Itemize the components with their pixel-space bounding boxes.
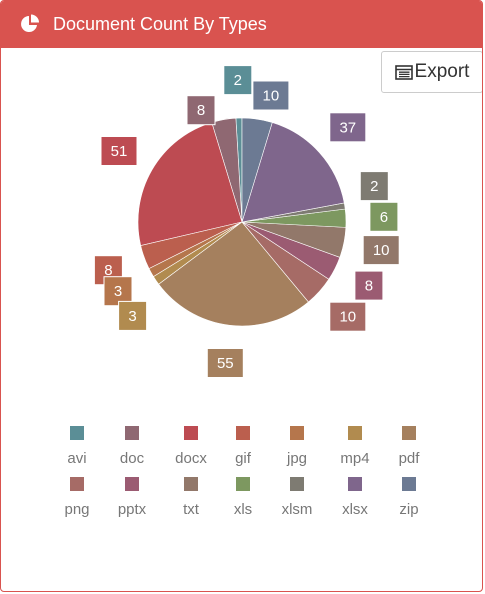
pie-label-value: 2 bbox=[370, 178, 378, 195]
legend-swatch bbox=[402, 426, 416, 440]
table-list-icon bbox=[394, 64, 413, 80]
legend-item-pptx[interactable]: pptx bbox=[118, 477, 147, 518]
legend-swatch bbox=[402, 477, 416, 491]
legend-item-xlsm[interactable]: xlsm bbox=[282, 477, 313, 518]
pie-label-value: 55 bbox=[217, 355, 234, 372]
pie-label-value: 6 bbox=[380, 209, 388, 226]
legend-label: pptx bbox=[118, 501, 147, 518]
legend-swatch bbox=[290, 426, 304, 440]
pie-label-box bbox=[369, 201, 399, 232]
pie-slice-pdf[interactable] bbox=[158, 221, 309, 327]
pie-chart-icon bbox=[21, 14, 39, 32]
legend-swatch bbox=[236, 426, 250, 440]
legend-item-mp4[interactable]: mp4 bbox=[340, 426, 370, 467]
pie-slices bbox=[137, 117, 347, 327]
pie-label-value: 3 bbox=[128, 308, 136, 325]
legend-label: gif bbox=[235, 450, 252, 467]
legend-label: docx bbox=[175, 450, 207, 467]
legend-label: png bbox=[64, 501, 89, 518]
pie-label-box bbox=[206, 348, 244, 378]
panel-title: Document Count By Types bbox=[53, 14, 267, 34]
pie-label-value: 10 bbox=[339, 309, 356, 326]
pie-label-value: 37 bbox=[339, 119, 356, 136]
legend-item-gif[interactable]: gif bbox=[235, 426, 252, 467]
chart-legend: avi doc docx gif jpg mp4 pdf png pptx txt xls xlsm x… bbox=[64, 426, 420, 518]
panel-header: Document Count By Types bbox=[1, 1, 482, 48]
pie-label-box bbox=[354, 270, 384, 301]
legend-swatch bbox=[70, 426, 84, 440]
pie-label-box bbox=[359, 171, 389, 202]
legend-swatch bbox=[184, 426, 198, 440]
pie-label-pptx: 8 bbox=[354, 270, 384, 301]
legend-label: mp4 bbox=[340, 450, 369, 467]
pie-label-box bbox=[100, 136, 138, 166]
pie-label-value: 8 bbox=[197, 102, 205, 119]
pie-label-value: 8 bbox=[104, 262, 112, 279]
pie-label-box bbox=[252, 80, 290, 111]
export-label: Export bbox=[414, 61, 470, 82]
legend-item-png[interactable]: png bbox=[64, 477, 90, 518]
pie-label-xlsx: 37 bbox=[329, 112, 367, 143]
pie-label-box bbox=[186, 95, 216, 126]
legend-item-jpg[interactable]: jpg bbox=[286, 426, 307, 467]
pie-label-box bbox=[103, 276, 133, 307]
pie-label-doc: 8 bbox=[186, 95, 216, 126]
pie-label-value: 3 bbox=[114, 283, 122, 300]
legend-label: pdf bbox=[399, 450, 421, 467]
pie-label-xlsm: 2 bbox=[359, 171, 389, 202]
legend-swatch bbox=[184, 477, 198, 491]
pie-label-avi: 2 bbox=[223, 65, 253, 96]
legend-label: xlsm bbox=[282, 501, 313, 518]
pie-label-box bbox=[362, 235, 400, 266]
legend-swatch bbox=[125, 426, 139, 440]
legend-label: txt bbox=[183, 501, 200, 518]
legend-item-pdf[interactable]: pdf bbox=[399, 426, 421, 467]
legend-item-xls[interactable]: xls bbox=[234, 477, 252, 518]
pie-label-jpg: 3 bbox=[103, 276, 133, 307]
pie-label-box bbox=[118, 300, 148, 331]
pie-label-xls: 6 bbox=[369, 201, 399, 232]
pie-label-value: 2 bbox=[234, 72, 242, 89]
pie-label-box bbox=[223, 65, 253, 96]
legend-swatch bbox=[290, 477, 304, 491]
export-button[interactable]: Export bbox=[381, 51, 482, 93]
legend-label: jpg bbox=[286, 450, 307, 467]
legend-swatch bbox=[70, 477, 84, 491]
pie-label-zip: 10 bbox=[252, 80, 290, 111]
pie-label-docx: 51 bbox=[100, 136, 138, 166]
legend-swatch bbox=[348, 477, 362, 491]
legend-swatch bbox=[348, 426, 362, 440]
pie-slice-docx[interactable] bbox=[137, 122, 243, 246]
legend-item-xlsx[interactable]: xlsx bbox=[342, 477, 368, 518]
legend-item-txt[interactable]: txt bbox=[183, 477, 200, 518]
legend-item-avi[interactable]: avi bbox=[67, 426, 87, 467]
pie-label-mp4: 3 bbox=[118, 300, 148, 331]
pie-slice-xlsx[interactable] bbox=[241, 122, 345, 223]
pie-label-box bbox=[329, 301, 367, 332]
pie-label-png: 10 bbox=[329, 301, 367, 332]
legend-label: zip bbox=[399, 501, 418, 518]
legend-swatch bbox=[236, 477, 250, 491]
pie-label-value: 10 bbox=[263, 88, 280, 105]
pie-label-value: 10 bbox=[373, 242, 390, 259]
legend-label: xls bbox=[234, 501, 252, 518]
pie-label-value: 8 bbox=[365, 278, 373, 295]
pie-label-value: 51 bbox=[111, 143, 128, 160]
legend-swatch bbox=[125, 477, 139, 491]
legend-item-zip[interactable]: zip bbox=[399, 477, 419, 518]
legend-label: avi bbox=[67, 450, 86, 467]
pie-label-box bbox=[329, 112, 367, 143]
pie-slice-zip[interactable] bbox=[241, 117, 273, 223]
legend-label: xlsx bbox=[342, 501, 368, 518]
pie-label-txt: 10 bbox=[362, 235, 400, 266]
pie-label-pdf: 55 bbox=[206, 348, 244, 378]
legend-label: doc bbox=[120, 450, 145, 467]
legend-item-doc[interactable]: doc bbox=[120, 426, 145, 467]
legend-item-docx[interactable]: docx bbox=[175, 426, 207, 467]
